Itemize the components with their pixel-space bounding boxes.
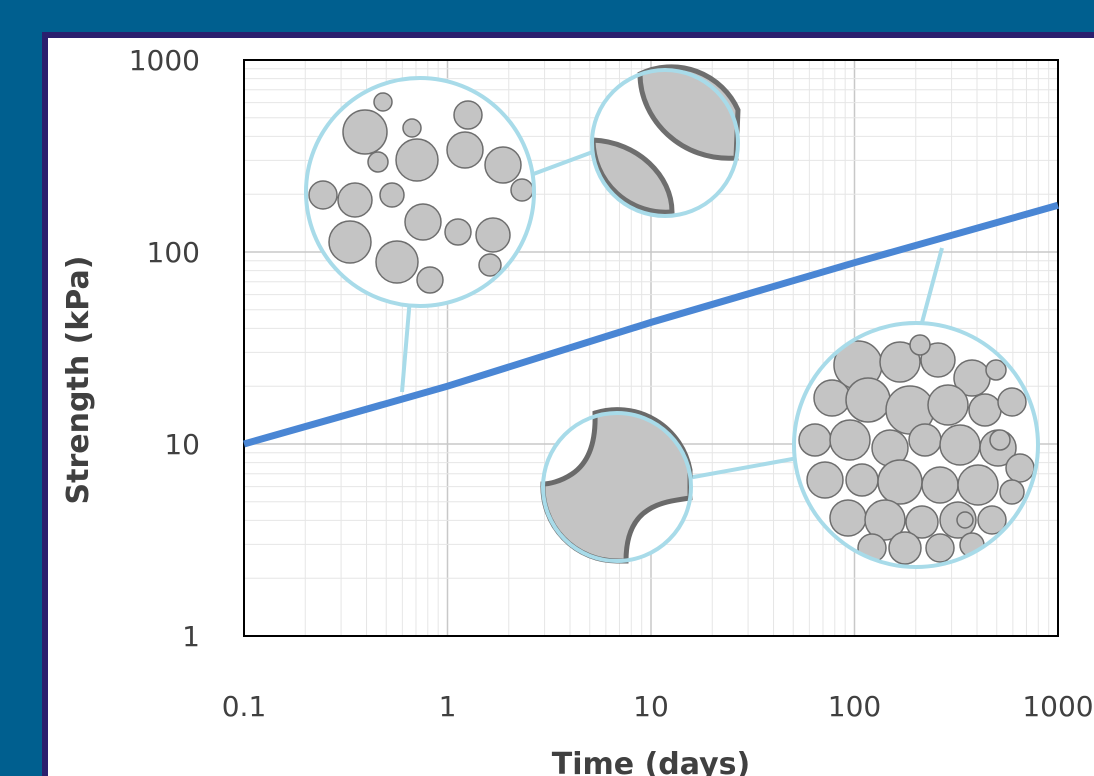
grain [484,146,522,184]
grain [308,180,338,210]
grain [989,429,1011,451]
grain [908,423,942,457]
y-tick-label: 1000 [129,44,200,77]
grain [478,253,502,277]
grain [957,464,999,506]
grain [328,220,372,264]
y-tick-label: 10 [164,428,200,461]
grain [446,131,484,169]
grain [997,387,1027,417]
grain [829,499,867,537]
grain [845,463,879,497]
grain [905,505,939,539]
grain [829,419,871,461]
y-axis-title: Strength (kPa) [61,256,96,505]
grain [927,384,969,426]
grain [813,379,851,417]
y-tick-label: 100 [147,236,200,269]
grain [337,182,373,218]
x-tick-labels: 0.1 1 10 100 1000 [222,690,1094,723]
loose-packing-illustration [304,76,536,308]
x-tick-label: 100 [828,690,881,723]
grain [373,92,393,112]
grain [956,511,974,529]
callout-line-bond [687,456,799,480]
x-tick-label: 1 [439,690,457,723]
grain [416,266,444,294]
plot-frame [243,59,1059,637]
grain [939,424,981,466]
callout-line-early [400,297,412,393]
bonded-contact-illustration [540,407,693,564]
grain [375,240,419,284]
grain [999,479,1025,505]
grain [925,533,955,563]
grain [985,359,1007,381]
callout-line-late [918,247,944,331]
grain [909,334,931,356]
x-tick-label: 0.1 [222,690,267,723]
y-tick-labels: 1 10 100 1000 [129,44,200,653]
grain [453,100,483,130]
grain [845,377,891,423]
x-tick-label: 10 [633,690,669,723]
grain [379,182,405,208]
x-axis-title: Time (days) [552,747,750,776]
callout-lines [400,148,944,480]
grain [395,138,439,182]
grain-contact-illustration [590,64,741,218]
grain [879,341,921,383]
grain [977,505,1007,535]
grain [367,151,389,173]
grain [864,499,906,541]
grain [342,109,388,155]
grain [888,531,922,565]
grain [402,118,422,138]
grain [444,218,472,246]
grain [404,203,442,241]
dense-bonded-packing-illustration [792,321,1040,569]
grain [968,393,1002,427]
x-tick-label: 1000 [1022,690,1093,723]
grain [920,342,956,378]
grain [1005,453,1035,483]
callout-line-contact [527,148,599,178]
grain [806,461,844,499]
grain [798,423,832,457]
y-tick-label: 1 [182,620,200,653]
grain [475,217,511,253]
grain [877,459,923,505]
grain [921,466,959,504]
grain [510,178,534,202]
strength-trend-line [243,201,1059,448]
